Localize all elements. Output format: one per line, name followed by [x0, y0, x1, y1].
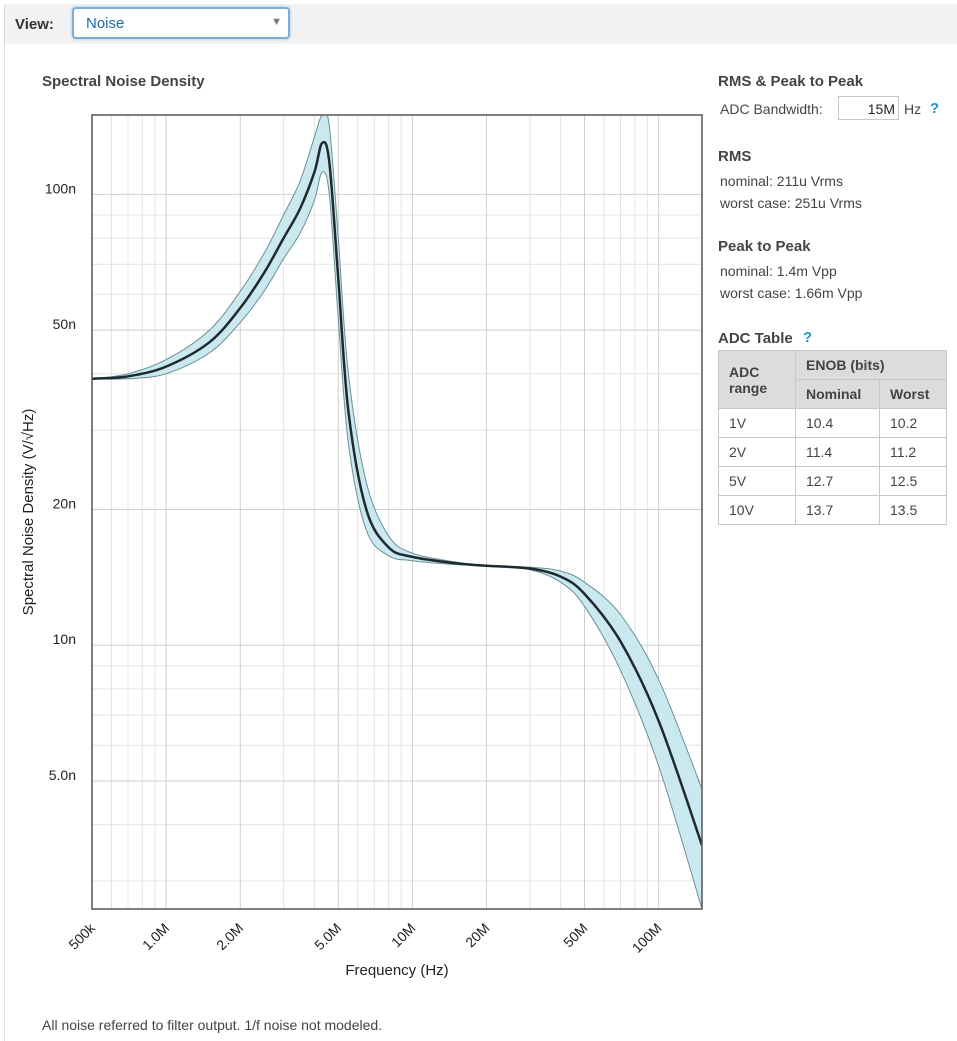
table-row: 2V 11.4 11.2 [718, 437, 947, 467]
rms-worst-case: worst case: 251u Vrms [720, 195, 862, 211]
adc-cell-nominal: 11.4 [795, 437, 880, 467]
x-tick-labels: 500k 1.0M 2.0M 5.0M 10M 20M 50M 100M [65, 919, 664, 956]
adc-cell-range: 10V [718, 495, 796, 525]
x-tick-label: 100M [629, 920, 665, 956]
adc-cell-range: 2V [718, 437, 796, 467]
rms-title: RMS [718, 148, 752, 165]
grid-minor [92, 115, 702, 909]
adc-col-enob: ENOB (bits) [795, 350, 947, 380]
adc-table: ADC range ENOB (bits) Nominal Worst 1V 10.4 10.… [718, 350, 947, 525]
bandwidth-input[interactable]: 15M [838, 96, 899, 120]
y-tick-label: 100n [45, 180, 76, 196]
table-row: 5V 12.7 12.5 [718, 466, 947, 496]
table-row: 10V 13.7 13.5 [718, 495, 947, 525]
table-row: 1V 10.4 10.2 [718, 408, 947, 438]
footnote: All noise referred to filter output. 1/f… [42, 1017, 383, 1033]
chevron-down-icon: ▼ [271, 16, 282, 28]
grid-major [91, 115, 702, 909]
bandwidth-label: ADC Bandwidth: [720, 101, 823, 117]
view-select-value: Noise [86, 15, 125, 32]
x-tick-label: 50M [560, 920, 591, 951]
adc-col-range: ADC range [718, 350, 796, 409]
x-tick-label: 5.0M [311, 920, 344, 953]
adc-cell-worst: 10.2 [879, 408, 947, 438]
pp-nominal: nominal: 1.4m Vpp [720, 263, 837, 279]
x-tick-label: 20M [462, 920, 493, 951]
adc-cell-nominal: 13.7 [795, 495, 880, 525]
adc-cell-nominal: 10.4 [795, 408, 880, 438]
toolbar: View: Noise ▼ [4, 4, 957, 44]
adc-cell-range: 5V [718, 466, 796, 496]
y-tick-label: 50n [53, 316, 76, 332]
bandwidth-unit: Hz [904, 101, 922, 117]
adc-table-title: ADC Table [718, 330, 793, 347]
adc-cell-worst: 12.5 [879, 466, 947, 496]
adc-cell-nominal: 12.7 [795, 466, 880, 496]
view-select[interactable]: Noise ▼ [72, 7, 290, 39]
y-tick-labels: 100n 50n 20n 10n 5.0n [45, 180, 76, 783]
x-tick-label: 1.0M [139, 920, 172, 953]
adc-col-range-line2: range [729, 379, 768, 396]
y-tick-label: 10n [53, 631, 76, 647]
adc-cell-worst: 13.5 [879, 495, 947, 525]
content-border [4, 44, 5, 1041]
adc-cell-range: 1V [718, 408, 796, 438]
pp-title: Peak to Peak [718, 238, 811, 255]
pp-worst-case: worst case: 1.66m Vpp [720, 285, 863, 301]
rms-nominal: nominal: 211u Vrms [720, 173, 843, 189]
adc-col-nominal: Nominal [795, 379, 880, 409]
nominal-noise-line [92, 140, 702, 846]
y-axis-label: Spectral Noise Density (V/√Hz) [20, 409, 37, 616]
adc-cell-worst: 11.2 [879, 437, 947, 467]
bandwidth-help-icon[interactable]: ? [930, 100, 940, 117]
plot-frame [91, 114, 703, 910]
adc-table-help-icon[interactable]: ? [803, 329, 813, 346]
x-tick-label: 10M [388, 920, 419, 951]
spectral-noise-chart: 100n 50n 20n 10n 5.0n 500k 1.0M 2.0M 5.0M 10M 20M… [20, 114, 703, 979]
chart-title: Spectral Noise Density [42, 73, 205, 90]
adc-col-range-line1: ADC [729, 363, 760, 380]
y-tick-label: 20n [53, 496, 76, 512]
view-label: View: [15, 16, 54, 33]
x-tick-label: 500k [65, 919, 98, 952]
y-tick-label: 5.0n [49, 767, 76, 783]
rms-pp-title: RMS & Peak to Peak [718, 73, 864, 90]
worst-case-band [92, 115, 702, 909]
x-tick-label: 2.0M [213, 920, 246, 953]
adc-col-worst: Worst [879, 379, 947, 409]
x-axis-label: Frequency (Hz) [345, 962, 448, 979]
